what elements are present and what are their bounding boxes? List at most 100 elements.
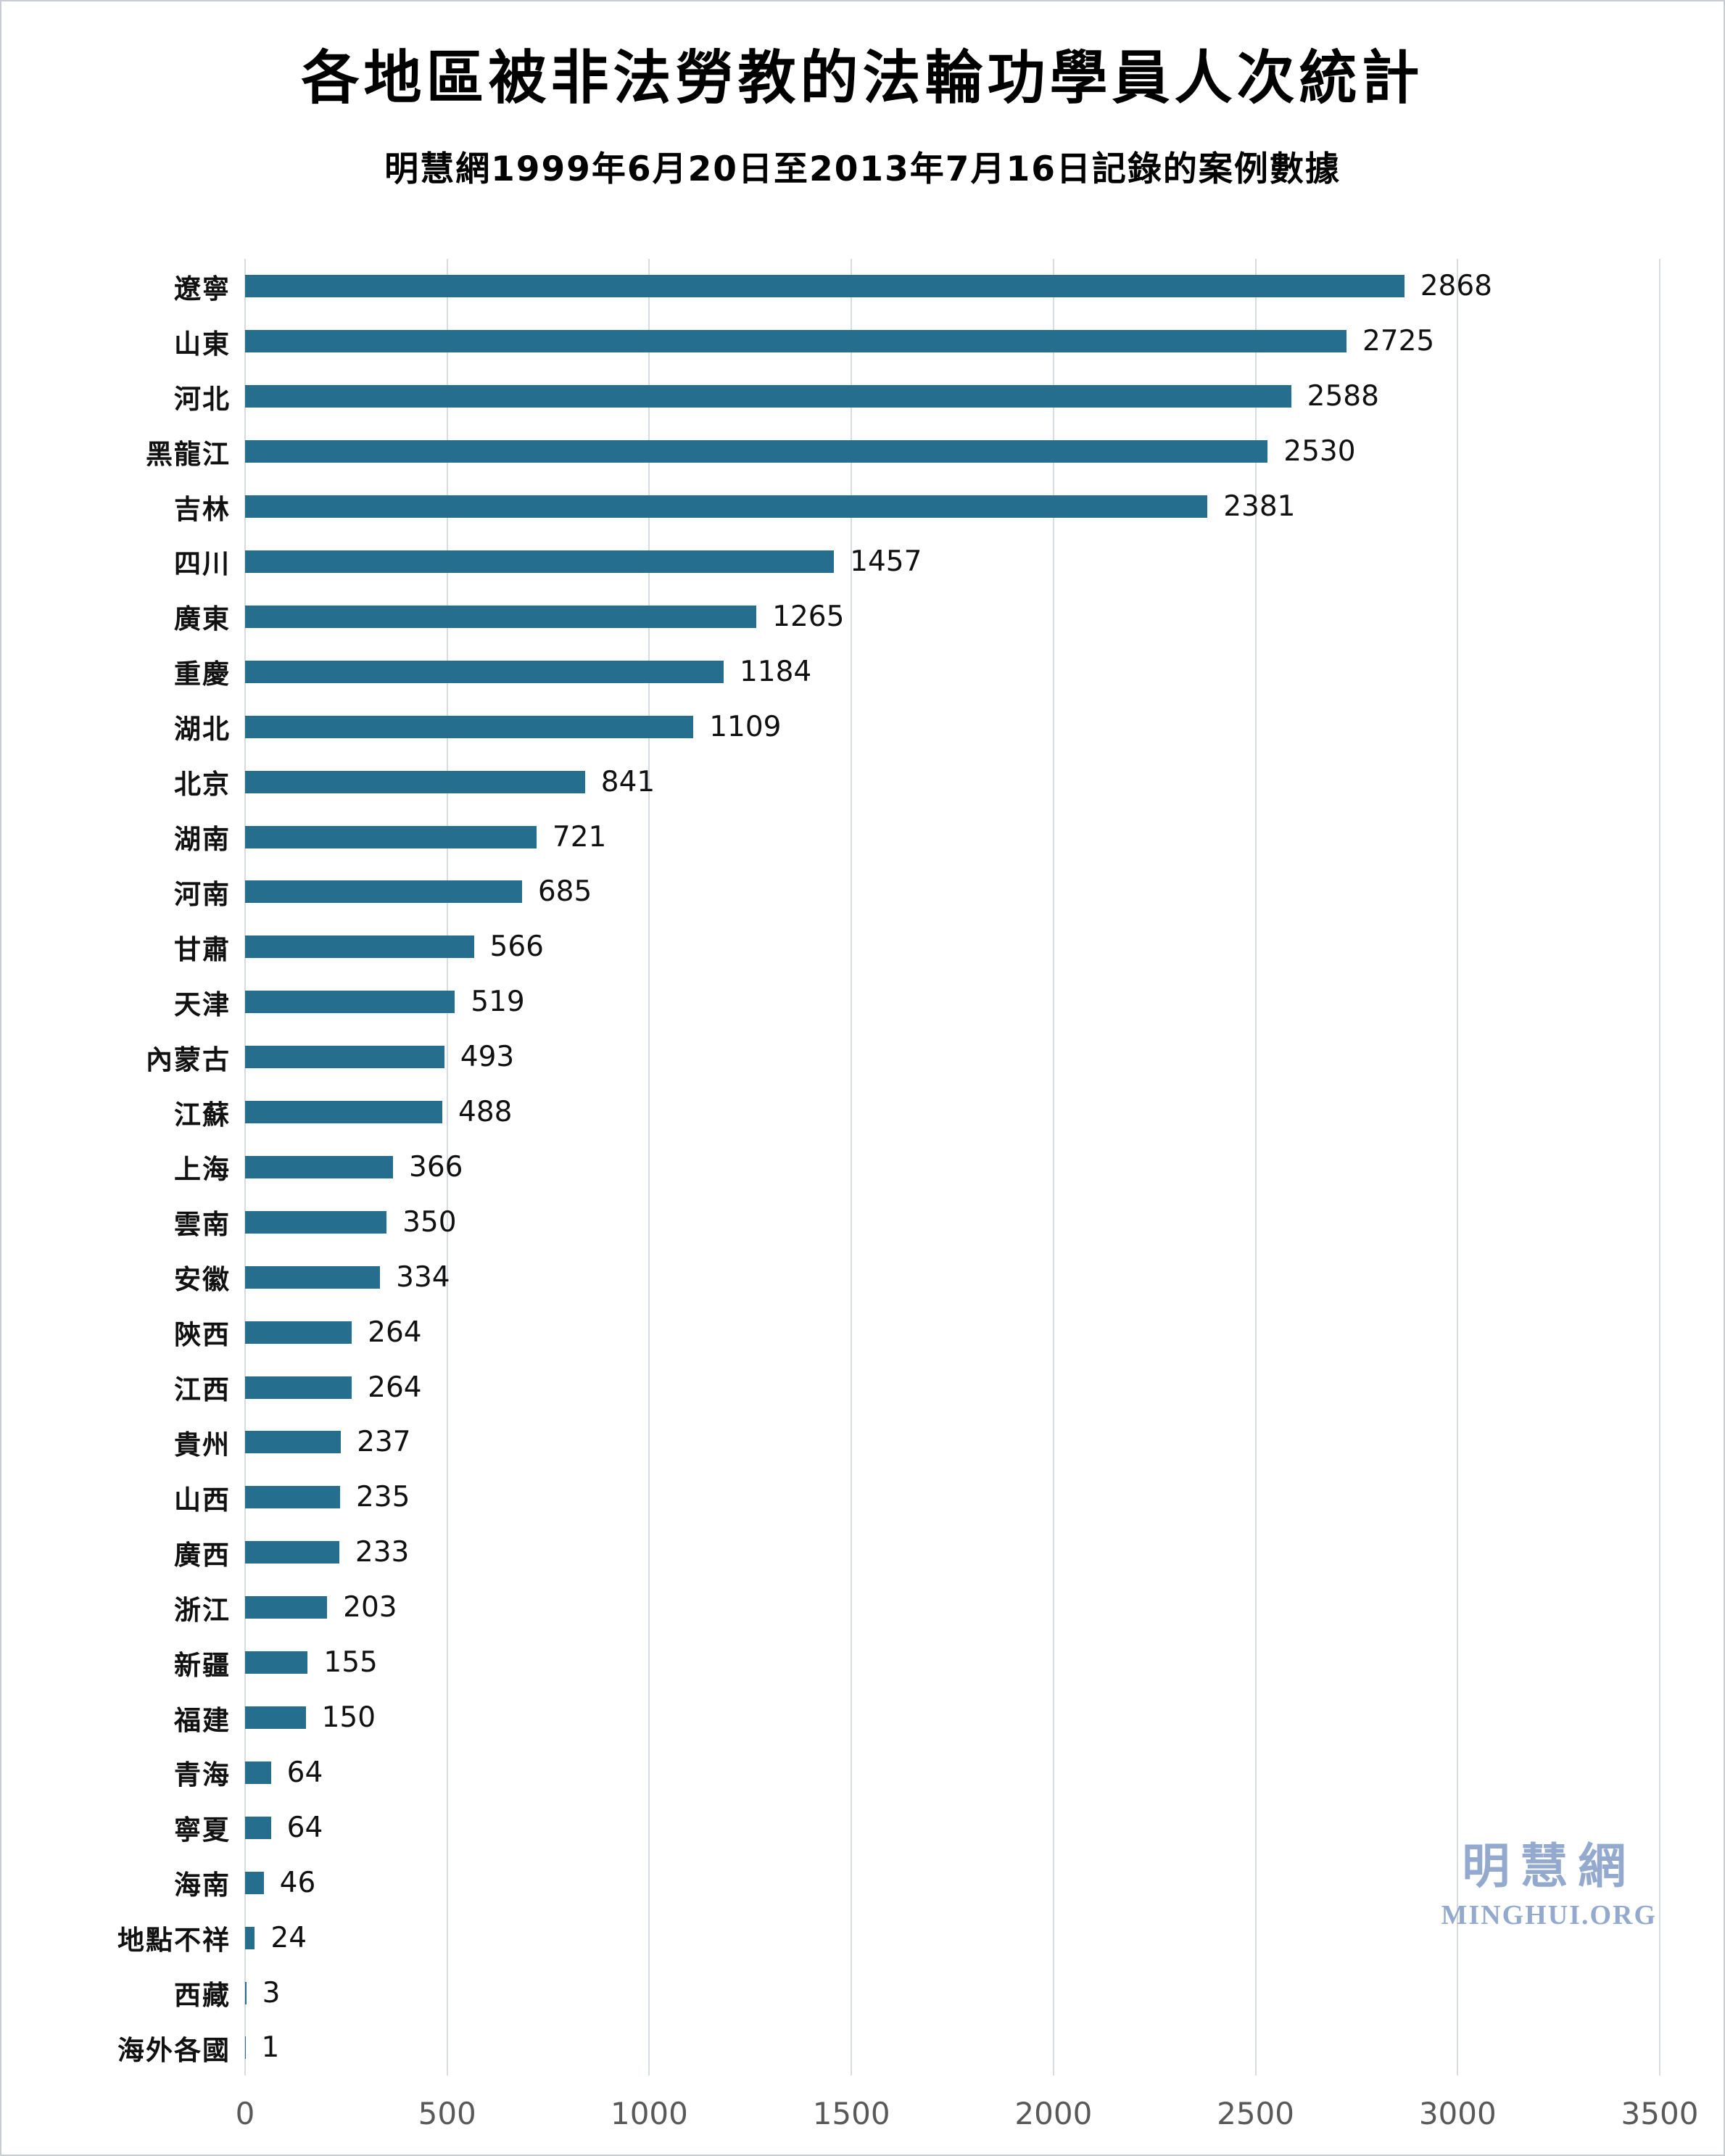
bar xyxy=(245,605,757,628)
bar xyxy=(245,935,474,959)
value-label: 519 xyxy=(471,986,525,1019)
category-label: 西藏 xyxy=(174,1980,231,2012)
category-label: 北京 xyxy=(174,769,231,801)
value-label: 1265 xyxy=(772,600,845,633)
value-label: 1109 xyxy=(709,710,782,743)
bar-row: 雲南 350 xyxy=(174,1194,1660,1250)
category-label: 貴州 xyxy=(174,1429,231,1461)
value-label: 685 xyxy=(537,875,592,909)
value-label: 233 xyxy=(355,1536,410,1569)
value-label: 493 xyxy=(460,1041,515,1074)
gridline xyxy=(1457,259,1459,2076)
category-label: 上海 xyxy=(174,1154,231,1186)
value-label: 2588 xyxy=(1307,380,1379,413)
bar-row: 內蒙古 493 xyxy=(146,1030,1660,1085)
category-label: 內蒙古 xyxy=(146,1044,231,1075)
bar-row: 山西 235 xyxy=(174,1470,1660,1525)
value-label: 334 xyxy=(396,1260,450,1294)
bar xyxy=(245,1651,308,1674)
bar-row: 湖南 721 xyxy=(174,809,1660,864)
bar-row: 吉林 2381 xyxy=(174,479,1660,534)
bar xyxy=(245,550,835,573)
bar-row: 廣東 1265 xyxy=(174,589,1660,644)
bar xyxy=(245,1871,264,1894)
bar xyxy=(245,880,522,904)
x-tick-label: 2000 xyxy=(1014,2096,1093,2131)
bar xyxy=(245,660,724,683)
value-label: 150 xyxy=(321,1701,376,1735)
category-label: 甘肅 xyxy=(174,933,231,965)
chart-title: 各地區被非法勞教的法輪功學員人次統計 xyxy=(301,44,1424,112)
watermark-latin-text: MINGHUI.ORG xyxy=(1441,1900,1657,1931)
bar-row: 寧夏 64 xyxy=(174,1800,1660,1855)
bar xyxy=(245,825,537,848)
category-label: 青海 xyxy=(174,1759,231,1791)
bar xyxy=(245,1596,328,1619)
category-label: 四川 xyxy=(174,548,231,580)
bar xyxy=(245,385,1291,408)
bar-row: 青海 64 xyxy=(174,1745,1660,1800)
bar-row: 遼寧 2868 xyxy=(174,259,1660,314)
bar-row: 新疆 155 xyxy=(174,1635,1660,1690)
category-label: 遼寧 xyxy=(174,273,231,305)
bar xyxy=(245,275,1405,298)
value-label: 350 xyxy=(402,1205,457,1239)
value-label: 721 xyxy=(552,820,607,854)
category-label: 湖南 xyxy=(174,824,231,856)
bar xyxy=(245,1376,352,1399)
bar xyxy=(245,440,1268,463)
bar-row: 天津 519 xyxy=(174,975,1660,1030)
bar xyxy=(245,1761,271,1784)
bar xyxy=(245,770,585,793)
gridline xyxy=(1659,259,1660,2076)
bar-row: 湖北 1109 xyxy=(174,699,1660,754)
bar xyxy=(245,1706,306,1730)
value-label: 2530 xyxy=(1283,435,1356,468)
bar xyxy=(245,1210,387,1234)
value-label: 1184 xyxy=(739,655,812,688)
bar-row: 福建 150 xyxy=(174,1690,1660,1746)
value-label: 2868 xyxy=(1420,270,1492,303)
category-label: 河南 xyxy=(174,878,231,910)
bar-row: 地點不祥 24 xyxy=(117,1910,1660,1965)
minghui-watermark: 明慧網 MINGHUI.ORG xyxy=(1441,1838,1658,1931)
category-label: 山東 xyxy=(174,328,231,360)
bar xyxy=(245,1486,340,1509)
category-label: 浙江 xyxy=(174,1594,231,1626)
bar-row: 河南 685 xyxy=(174,864,1660,920)
bar xyxy=(245,715,694,738)
bar xyxy=(245,1101,443,1124)
category-label: 山西 xyxy=(174,1484,231,1516)
category-label: 廣西 xyxy=(174,1539,231,1571)
value-label: 155 xyxy=(323,1646,378,1680)
bar-row: 甘肅 566 xyxy=(174,920,1660,975)
category-label: 天津 xyxy=(174,988,231,1020)
category-label: 吉林 xyxy=(174,493,231,525)
watermark-cjk-text: 明慧網 xyxy=(1462,1838,1637,1894)
bar-row: 江蘇 488 xyxy=(174,1085,1660,1140)
bar xyxy=(245,1816,271,1839)
bar-row: 海南 46 xyxy=(174,1855,1660,1910)
category-label: 海南 xyxy=(174,1870,231,1901)
x-tick-label: 1000 xyxy=(610,2096,688,2131)
value-label: 235 xyxy=(355,1481,410,1514)
bar xyxy=(245,1541,339,1564)
bar-row: 江西 264 xyxy=(174,1360,1660,1415)
bar-row: 北京 841 xyxy=(174,754,1660,809)
value-label: 64 xyxy=(286,1811,323,1844)
bar xyxy=(245,495,1208,519)
bar-row: 四川 1457 xyxy=(174,534,1660,590)
bar xyxy=(245,1046,444,1069)
value-label: 203 xyxy=(343,1591,397,1624)
value-label: 1 xyxy=(261,2031,280,2065)
category-label: 新疆 xyxy=(174,1649,231,1681)
value-label: 24 xyxy=(270,1921,307,1954)
category-label: 地點不祥 xyxy=(117,1925,231,1957)
x-tick-label: 3500 xyxy=(1621,2096,1699,2131)
value-label: 366 xyxy=(409,1150,463,1184)
bar-rows: 遼寧 2868 山東 2725 河北 2588 黑龍江 2530 吉林 2381 四川 1457 廣東 1… xyxy=(117,259,1660,2076)
category-label: 陝西 xyxy=(174,1319,231,1351)
value-label: 3 xyxy=(262,1976,281,2010)
bar-row: 西藏 3 xyxy=(174,1965,1660,2020)
